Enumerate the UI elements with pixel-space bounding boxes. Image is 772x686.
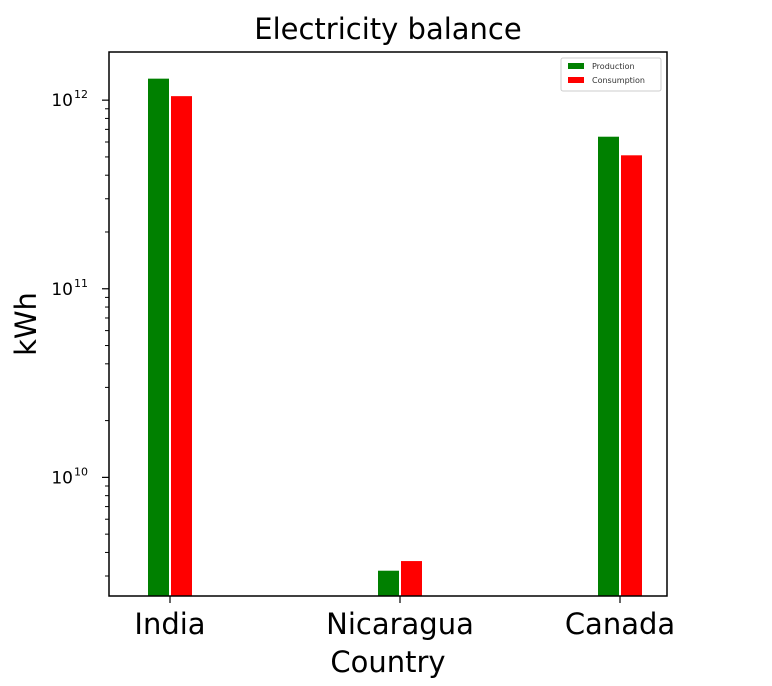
chart-title: Electricity balance — [254, 12, 521, 46]
legend-frame — [560, 57, 662, 92]
legend: Production Consumption — [560, 57, 662, 92]
y-tick-exponent: 11 — [74, 277, 88, 290]
y-tick-label: 10 — [51, 280, 73, 300]
legend-label-production: Production — [592, 62, 635, 71]
legend-swatch-consumption — [568, 77, 584, 83]
y-tick-exponent: 10 — [74, 465, 88, 478]
y-tick-label: 10 — [51, 468, 73, 488]
bars-layer — [148, 78, 642, 597]
bar-production-india — [148, 78, 169, 596]
bar-consumption-nicaragua — [401, 561, 422, 596]
x-axis: India Nicaragua Canada — [134, 596, 675, 641]
y-tick-exponent: 12 — [74, 88, 88, 101]
bar-consumption-india — [171, 96, 192, 597]
y-axis-label: kWh — [9, 292, 43, 356]
bar-consumption-canada — [621, 155, 642, 596]
x-tick-label-india: India — [134, 607, 205, 641]
legend-label-consumption: Consumption — [592, 76, 645, 85]
x-axis-label: Country — [330, 645, 445, 679]
bar-production-nicaragua — [378, 570, 399, 596]
y-tick-label: 10 — [51, 91, 73, 111]
legend-swatch-production — [568, 63, 584, 69]
x-tick-label-canada: Canada — [565, 607, 675, 641]
bar-production-canada — [598, 136, 619, 596]
x-tick-label-nicaragua: Nicaragua — [326, 607, 474, 641]
plot-frame — [108, 51, 668, 597]
